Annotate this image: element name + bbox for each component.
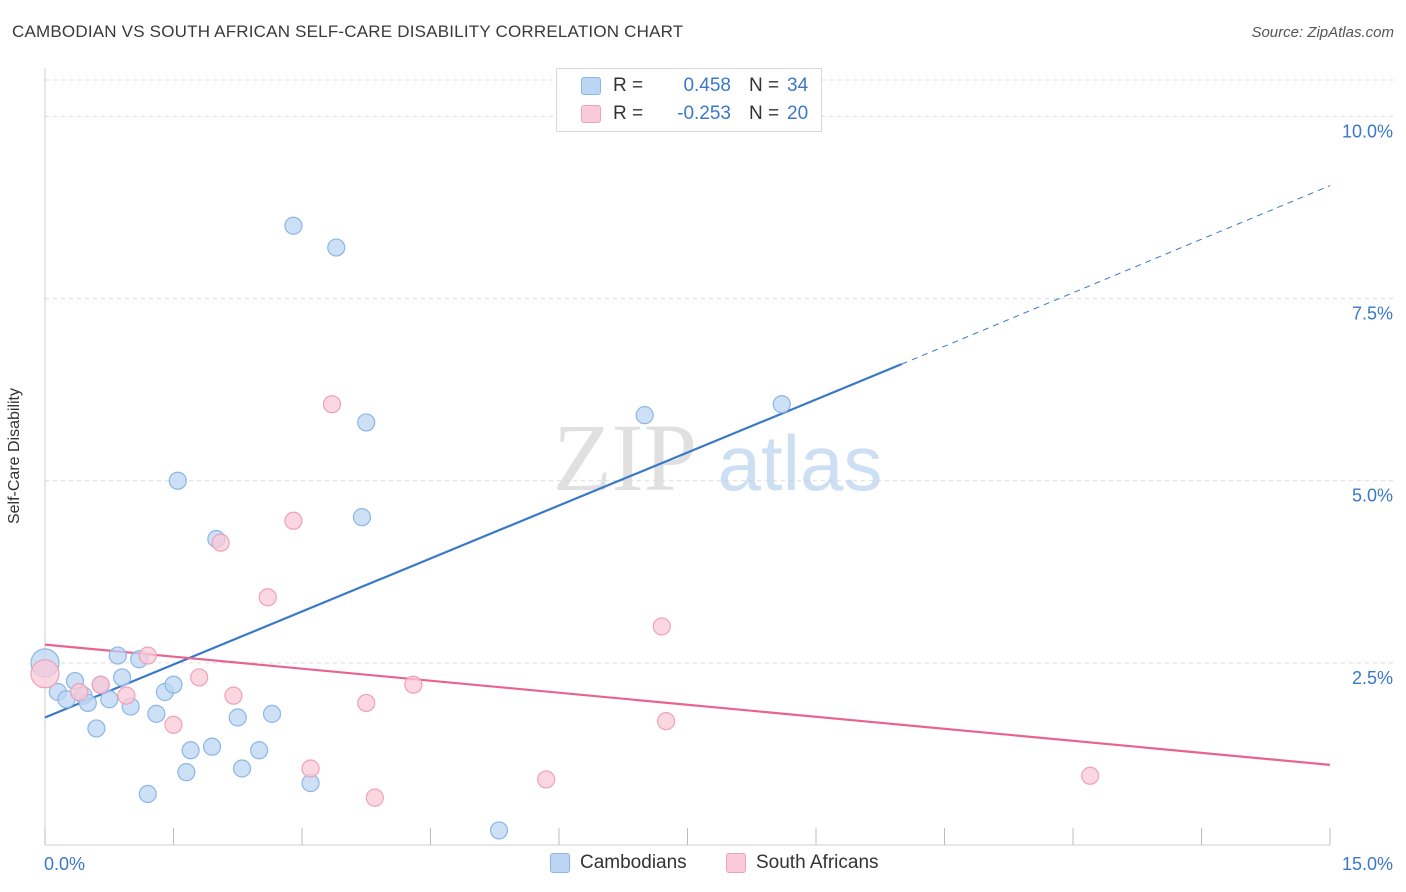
bottom-legend-swatch-cambodians [550, 853, 570, 873]
cambodian-point [202, 737, 222, 756]
south-african-point [301, 759, 320, 778]
cambodian-point [164, 675, 183, 694]
legend: R = 0.458 N = 34 R = -0.253 N = 20 [556, 68, 822, 132]
south-african-point [656, 712, 676, 731]
south-african-point [70, 682, 89, 702]
chart-title: CAMBODIAN VS SOUTH AFRICAN SELF-CARE DIS… [12, 22, 684, 41]
legend-r-value: -0.253 [677, 103, 731, 124]
cambodian-point [138, 784, 157, 804]
cambodian-point [635, 406, 654, 425]
south-african-point [537, 770, 556, 789]
south-african-point [211, 533, 230, 552]
south-african-point [1081, 766, 1100, 785]
x-tick-label-left: 0.0% [44, 854, 85, 874]
cambodian-point [108, 646, 127, 665]
south-african-point [164, 715, 183, 734]
legend-swatch-south-africans [581, 105, 601, 123]
watermark-atlas: atlas [718, 419, 883, 507]
south-african-point [190, 668, 209, 687]
south-african-point [91, 675, 110, 694]
cambodian-point [327, 238, 346, 257]
x-tick-label-right: 15.0% [1342, 854, 1393, 874]
south-african-point [117, 686, 136, 705]
bottom-legend-south-africans: South Africans [726, 852, 879, 874]
y-tick-label: 10.0% [1342, 121, 1393, 141]
south-african-point [652, 617, 671, 636]
south-african-point [357, 693, 376, 713]
legend-row-cambodians: R = 0.458 N = 34 [581, 73, 808, 99]
legend-n-label: N = [749, 103, 780, 124]
south-african-point [224, 686, 243, 705]
south-african-point [258, 588, 277, 607]
cambodian-point [284, 216, 303, 235]
south-african-point [365, 788, 384, 807]
legend-r-value: 0.458 [683, 75, 731, 96]
cambodian-point [232, 759, 252, 778]
legend-swatch-cambodians [581, 77, 601, 95]
bottom-legend-swatch-south-africans [726, 853, 746, 873]
y-tick-label: 7.5% [1352, 304, 1393, 324]
cambodian-point [250, 741, 269, 760]
cambodian-point [100, 690, 119, 709]
y-tick-label: 2.5% [1352, 668, 1393, 688]
bottom-legend-label-south-africans: South Africans [756, 852, 879, 873]
y-tick-label: 5.0% [1352, 486, 1393, 506]
cambodian-trend-line [44, 363, 903, 719]
south-african-point [30, 659, 60, 689]
south-african-trend-line [44, 643, 1331, 766]
cambodian-point [772, 395, 791, 414]
legend-n-value: 34 [787, 75, 809, 96]
cambodian-point [147, 704, 166, 723]
cambodian-point [168, 471, 187, 490]
cambodian-point [489, 821, 509, 840]
cambodian-point [352, 508, 372, 527]
bottom-legend-label-cambodians: Cambodians [580, 852, 687, 873]
cambodian-point [112, 668, 132, 687]
source-label: Source: ZipAtlas.com [1251, 24, 1394, 41]
legend-n-value: 20 [787, 103, 809, 124]
south-african-point [138, 646, 157, 665]
cambodian-point [228, 708, 247, 727]
cambodian-point [357, 413, 376, 432]
cambodian-point [87, 719, 106, 738]
south-african-point [322, 395, 342, 414]
bottom-legend-cambodians: Cambodians [550, 852, 687, 874]
cambodian-point [181, 741, 200, 760]
legend-n-label: N = [749, 75, 780, 96]
legend-row-south-africans: R = -0.253 N = 20 [581, 101, 808, 127]
legend-r-label: R = [613, 103, 644, 124]
south-african-point [284, 511, 303, 530]
cambodian-point [177, 763, 196, 782]
south-african-point [404, 675, 423, 694]
cambodian-trend-extension [901, 185, 1331, 365]
cambodian-point [262, 704, 282, 723]
watermark: ZIP atlas [553, 404, 882, 511]
legend-r-label: R = [613, 75, 644, 96]
